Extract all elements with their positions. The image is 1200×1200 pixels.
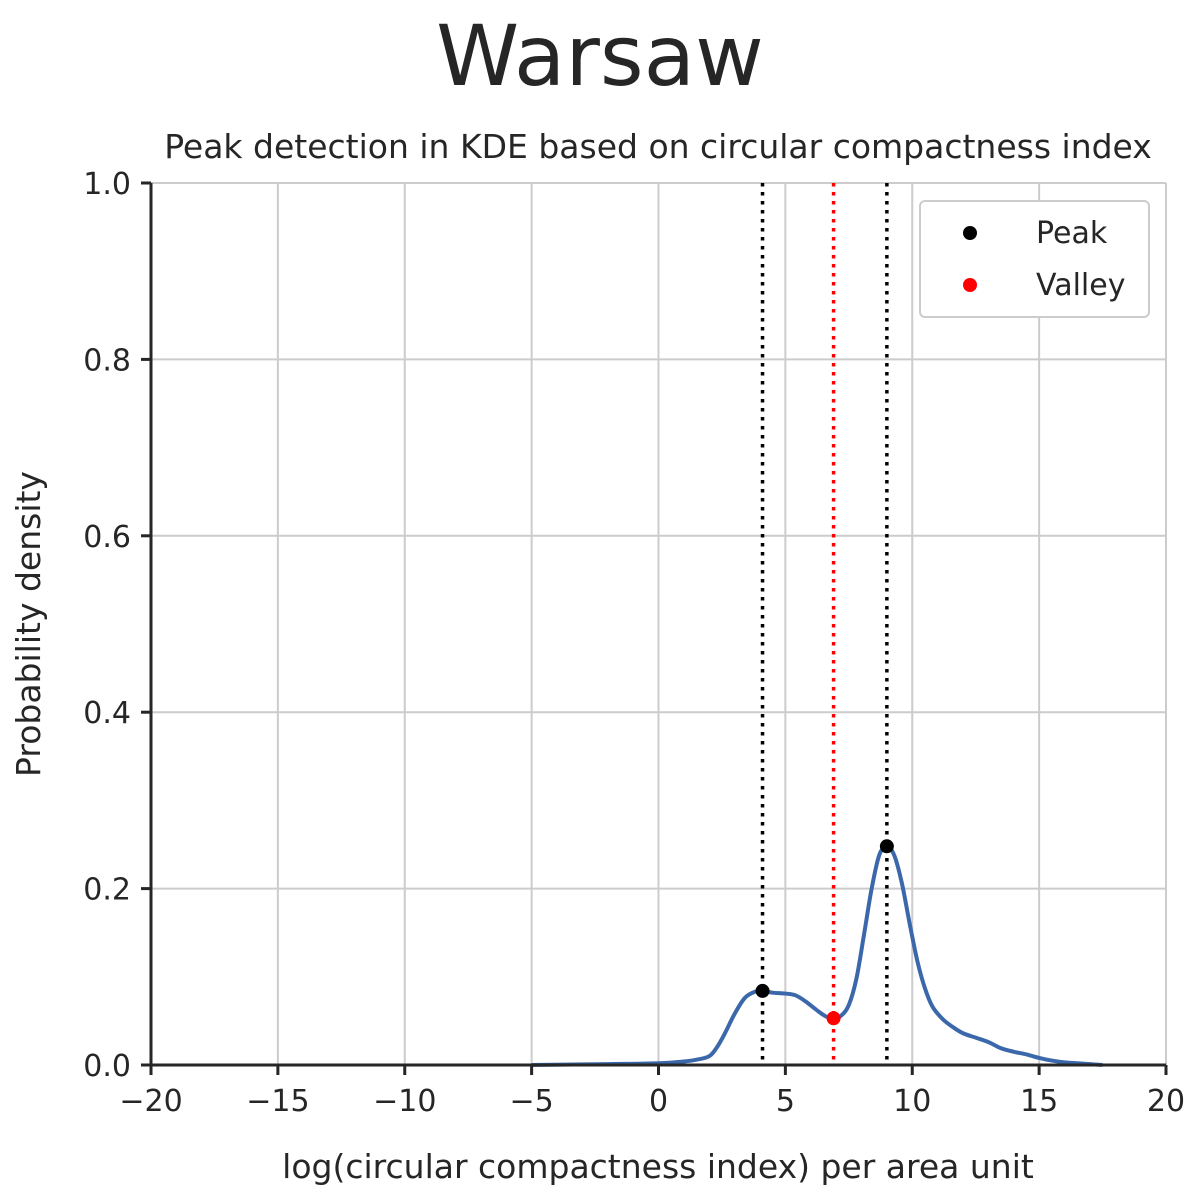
chart-title: Peak detection in KDE based on circular … [164,127,1152,166]
x-tick-label-1: −15 [246,1084,309,1119]
x-axis-label: log(circular compactness index) per area… [282,1147,1034,1186]
peak-point-0 [755,983,770,998]
x-tick-label-5: 5 [776,1084,795,1119]
chart-suptitle: Warsaw [436,7,764,105]
x-tick-label-4: 0 [649,1084,668,1119]
x-tick-label-7: 15 [1020,1084,1058,1119]
legend-box [919,200,1150,318]
y-tick-label-5: 1.0 [83,167,131,202]
x-tick-label-0: −20 [119,1084,182,1119]
marker-lines [760,183,889,1065]
legend: Peak Valley [919,200,1150,318]
grid [150,182,1167,1066]
y-tick-label-0: 0.0 [83,1049,131,1084]
x-tick-label-8: 20 [1147,1084,1185,1119]
y-axis-label: Probability density [9,471,48,777]
x-tick-label-3: −5 [510,1084,554,1119]
y-tick-label-1: 0.2 [83,873,131,908]
legend-peak-label: Peak [1036,216,1108,251]
kde-line [531,844,1103,1067]
legend-valley-label: Valley [1036,268,1125,303]
valley-point-0 [826,1011,841,1026]
y-tick-label-2: 0.4 [83,696,131,731]
ticks: −20 −15 −10 −5 0 5 10 15 20 0.0 0.2 0.4 0.6 0.8 1.0 [83,167,1185,1119]
legend-valley-marker [963,278,977,292]
y-tick-label-3: 0.6 [83,520,131,555]
x-tick-label-2: −10 [373,1084,436,1119]
kde-curve-group [531,844,1103,1067]
x-tick-label-6: 10 [893,1084,931,1119]
marker-points [755,839,894,1026]
legend-peak-marker [963,226,977,240]
peak-point-1 [879,839,894,854]
y-tick-label-4: 0.8 [83,343,131,378]
